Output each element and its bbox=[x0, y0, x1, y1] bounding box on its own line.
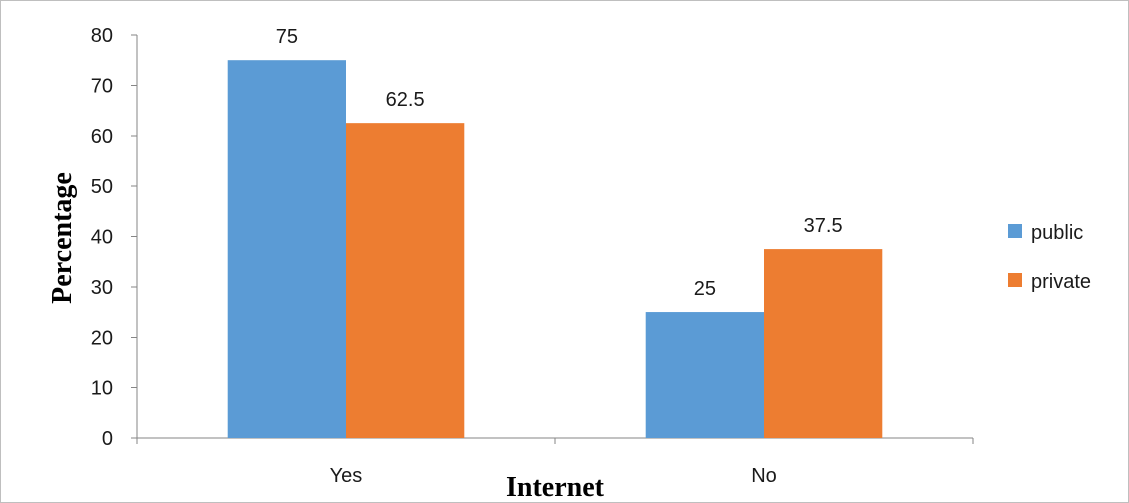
bar-private-yes bbox=[346, 123, 465, 438]
y-tick-label: 50 bbox=[91, 176, 113, 198]
legend-swatch-private bbox=[1008, 273, 1022, 287]
legend-label-private: private bbox=[1031, 271, 1091, 293]
data-label-public-yes: 75 bbox=[276, 26, 298, 48]
bar-public-no bbox=[645, 312, 764, 438]
data-label-private-no: 37.5 bbox=[804, 215, 843, 237]
x-axis-title: Internet bbox=[506, 472, 605, 502]
y-tick-label: 0 bbox=[102, 428, 113, 450]
data-label-public-no: 25 bbox=[694, 278, 716, 300]
y-tick-label: 10 bbox=[91, 378, 113, 400]
data-labels-group: 75 25 62.5 37.5 bbox=[276, 26, 843, 300]
y-tick-label: 40 bbox=[91, 227, 113, 249]
bar-public-yes bbox=[227, 60, 346, 438]
legend-label-public: public bbox=[1031, 222, 1083, 244]
y-axis-title: Percentage bbox=[47, 172, 78, 304]
y-tick-label: 20 bbox=[91, 327, 113, 349]
legend: public private bbox=[1008, 222, 1091, 293]
y-tick-label: 70 bbox=[91, 75, 113, 97]
y-tick-label: 60 bbox=[91, 126, 113, 148]
data-label-private-yes: 62.5 bbox=[386, 89, 425, 111]
x-tick-label: Yes bbox=[330, 465, 363, 487]
y-axis: 0 10 20 30 40 50 60 70 80 bbox=[91, 25, 138, 450]
bars-group bbox=[227, 60, 883, 438]
y-tick-label: 30 bbox=[91, 277, 113, 299]
y-tick-label: 80 bbox=[91, 25, 113, 47]
x-tick-label: No bbox=[751, 465, 777, 487]
bar-private-no bbox=[764, 249, 883, 438]
legend-swatch-public bbox=[1008, 224, 1022, 238]
